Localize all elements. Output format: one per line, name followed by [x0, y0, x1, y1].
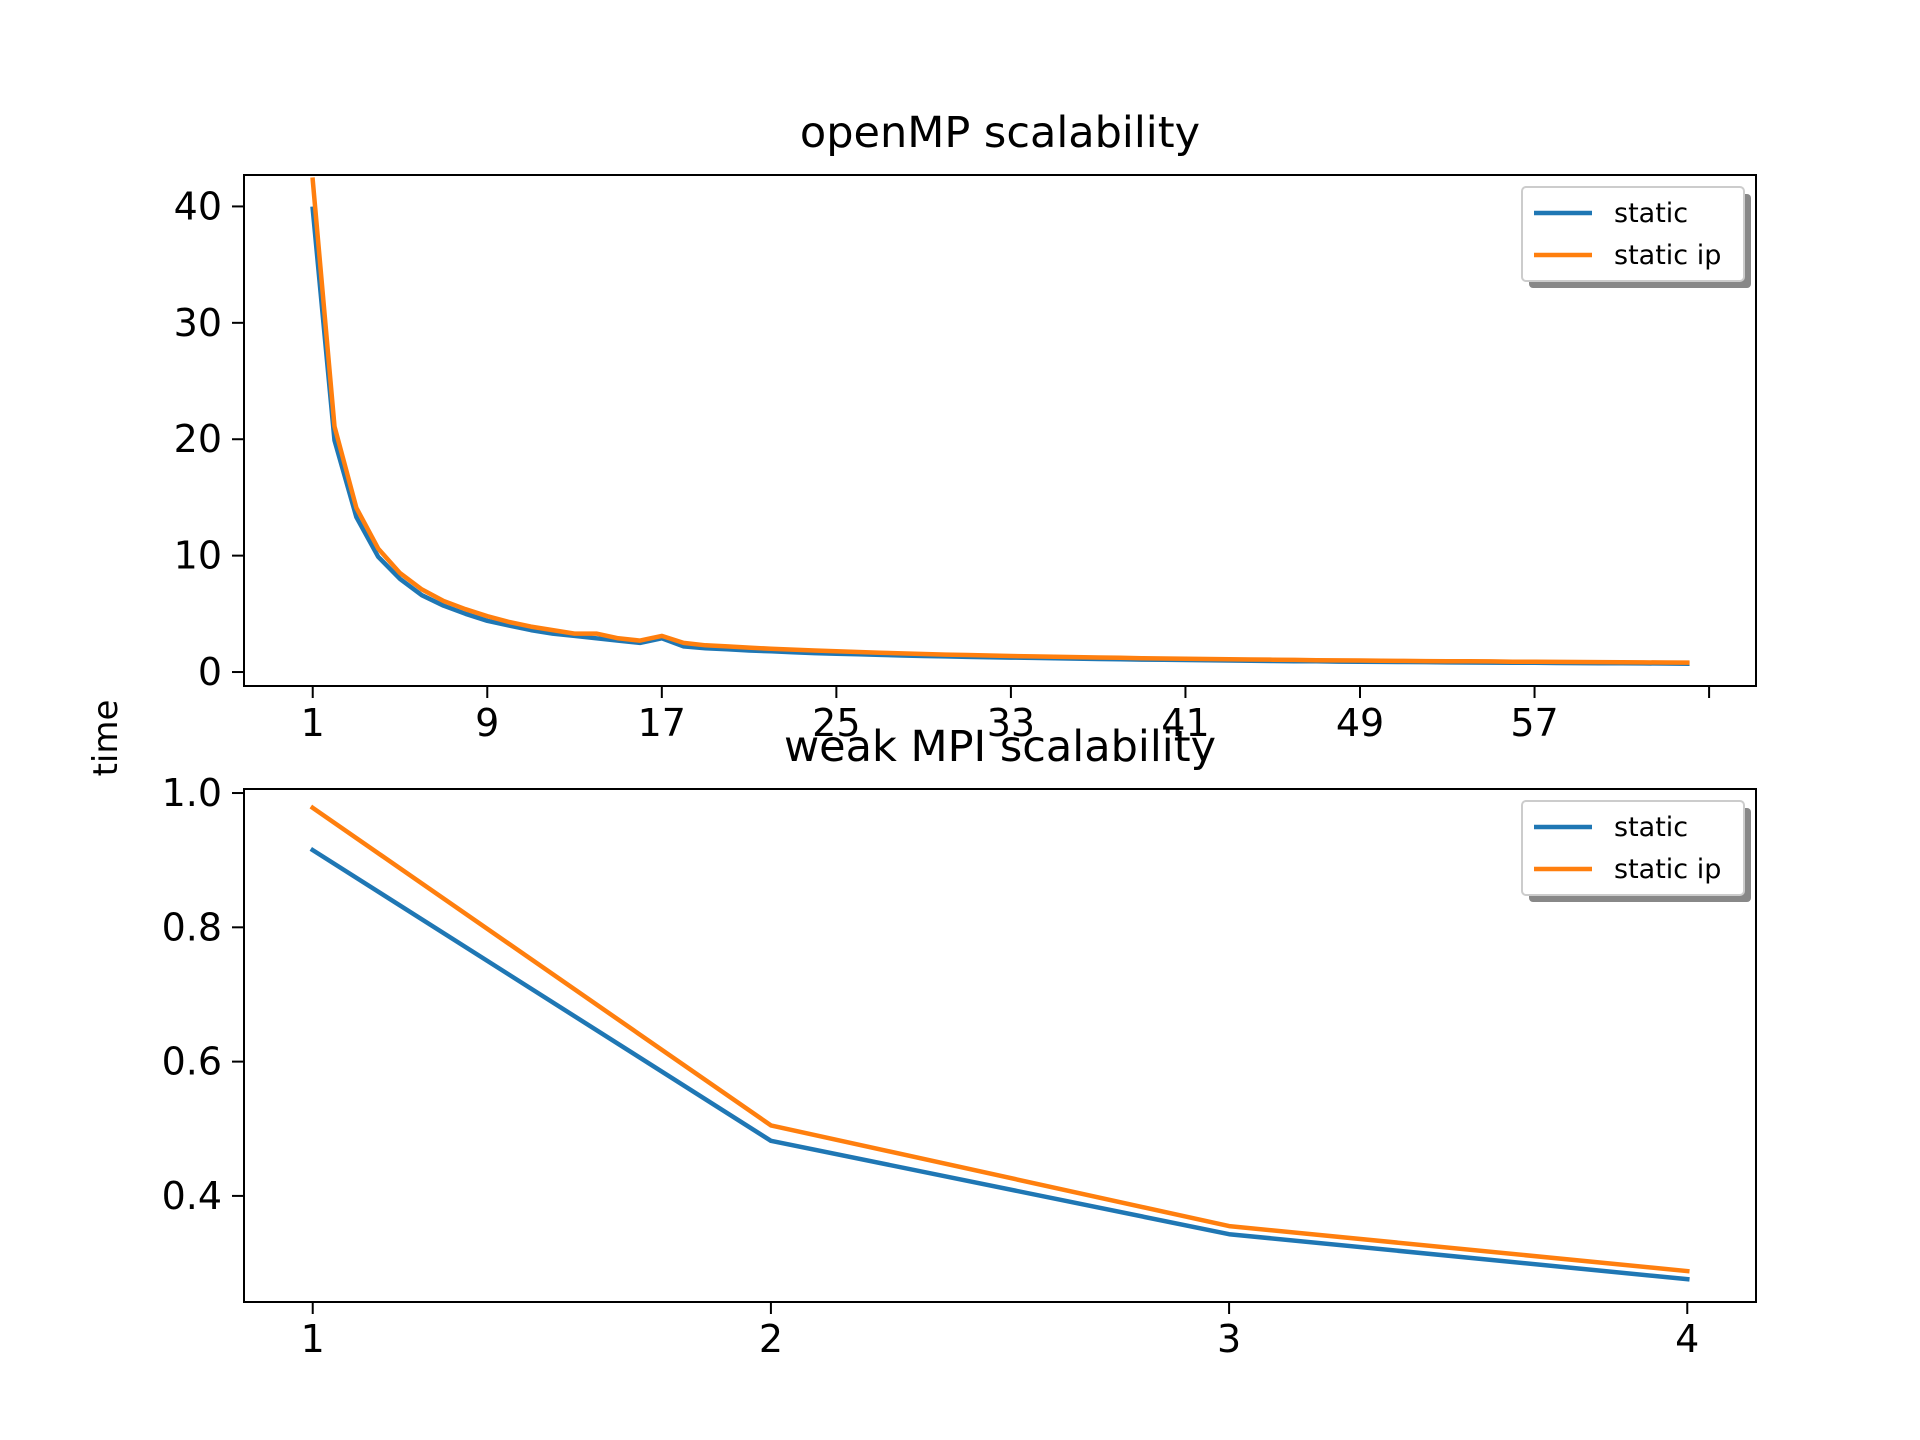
- x-tick-label: 3: [1217, 1317, 1241, 1361]
- x-tick-label: 57: [1510, 701, 1558, 745]
- y-tick-label: 10: [174, 534, 222, 578]
- x-tick-label: 17: [638, 701, 686, 745]
- x-tick-label: 41: [1161, 701, 1209, 745]
- series-line-static: [309, 846, 1690, 1282]
- y-tick-label: 1.0: [162, 771, 222, 815]
- chart-weak-mpi-scalability: weak MPI scalability 1 2 3 4 0.4 0.6 0.8 1.0 stat…: [162, 722, 1757, 1361]
- y-tick-label: 0: [198, 650, 222, 694]
- x-tick-label: 1: [301, 701, 325, 745]
- legend: static static ip: [1521, 186, 1751, 288]
- x-tick-label: 25: [812, 701, 860, 745]
- series-line-static-ip: [309, 804, 1690, 1274]
- x-tick-label: 49: [1336, 701, 1384, 745]
- y-tick-label: 20: [174, 417, 222, 461]
- x-tick-label: 1: [301, 1317, 325, 1361]
- x-tick-label: 4: [1675, 1317, 1699, 1361]
- y-tick-label: 0.8: [162, 905, 222, 949]
- chart-title: weak MPI scalability: [784, 722, 1216, 772]
- y-tick-label: 30: [174, 301, 222, 345]
- legend-entry-label: static ip: [1614, 240, 1721, 271]
- shared-y-axis-label: time: [86, 700, 126, 777]
- legend-entry-label: static: [1614, 812, 1688, 843]
- series-line-static-ip: [310, 177, 1690, 665]
- plot-area-frame: [243, 788, 1757, 1303]
- legend-entry-label: static ip: [1614, 854, 1721, 885]
- chart-title: openMP scalability: [800, 108, 1200, 158]
- legend-entry-label: static: [1614, 198, 1688, 229]
- legend-box: [1521, 800, 1745, 896]
- y-tick-label: 0.4: [162, 1174, 222, 1218]
- x-tick-label: 33: [987, 701, 1035, 745]
- x-tick-label: 2: [759, 1317, 783, 1361]
- legend-box: [1521, 186, 1745, 282]
- y-tick-label: 0.6: [162, 1040, 222, 1084]
- x-tick-label: 9: [475, 701, 499, 745]
- plot-area-frame: [243, 174, 1757, 687]
- y-tick-label: 40: [174, 184, 222, 228]
- legend: static static ip: [1521, 800, 1751, 902]
- chart-openmp-scalability: openMP scalability 1 9 17 25 33 41 49 57 0 10 20 30 4…: [174, 108, 1757, 745]
